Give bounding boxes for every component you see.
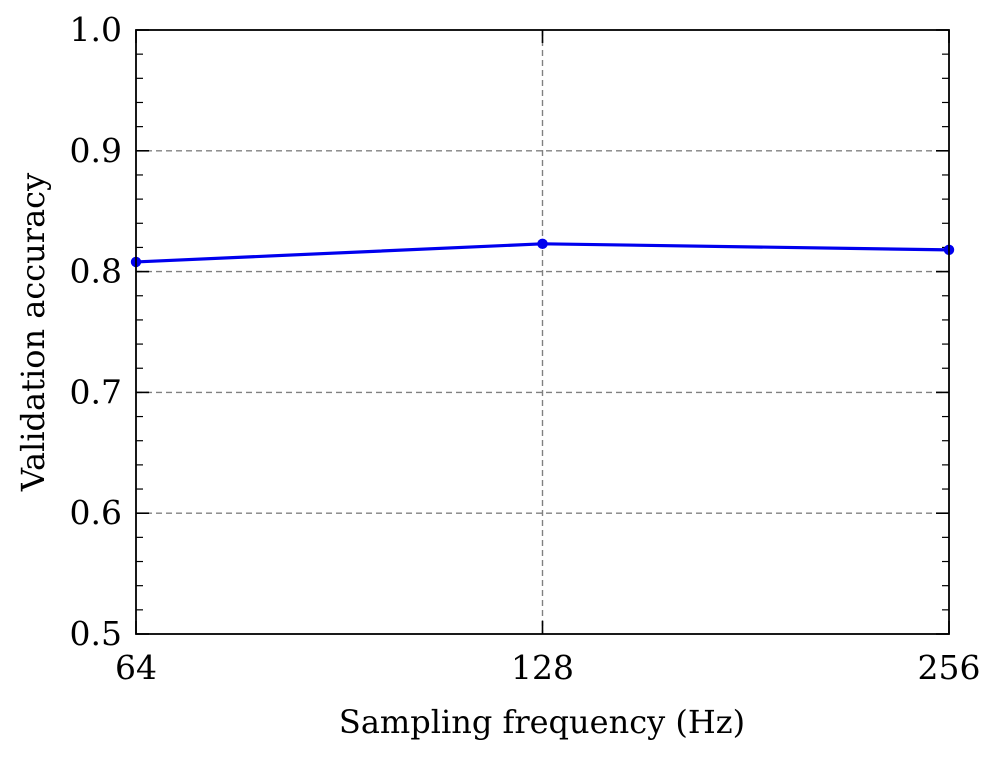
grid-layer: [136, 30, 949, 634]
x-tick-label: 256: [918, 648, 981, 687]
y-axis-label: Validation accuracy: [14, 173, 52, 492]
y-tick-label: 0.9: [70, 131, 122, 170]
y-tick-label: 0.6: [70, 493, 122, 532]
y-tick-label: 0.5: [70, 614, 122, 653]
y-tick-labels: 0.5 0.6 0.7 0.8 0.9 1.0: [70, 10, 122, 653]
y-tick-label: 0.7: [70, 372, 122, 411]
y-tick-label: 0.8: [70, 252, 122, 291]
minor-tick-layer: [136, 53, 949, 611]
x-tick-label: 128: [511, 648, 574, 687]
plot-frame: [135, 29, 950, 635]
data-point: [537, 238, 548, 250]
x-axis-label: Sampling frequency (Hz): [339, 703, 745, 741]
y-tick-label: 1.0: [70, 10, 122, 49]
x-tick-label: 64: [115, 648, 157, 687]
x-tick-labels: 64 128 256: [115, 648, 981, 687]
